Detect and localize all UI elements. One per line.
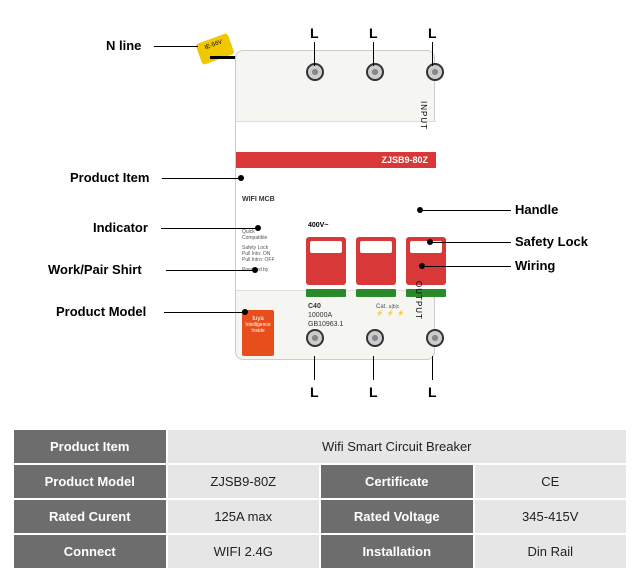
cell-hdr: Product Item xyxy=(13,429,167,464)
callout-handle: Handle xyxy=(515,202,558,217)
table-row: Product Model ZJSB9-80Z Certificate CE xyxy=(13,464,627,499)
spec-text: C40 10000A GB10963.1 xyxy=(308,302,343,329)
cell-hdr: Product Model xyxy=(13,464,167,499)
callout-product-model: Product Model xyxy=(56,304,146,319)
l-bot-2: L xyxy=(369,384,378,400)
diagram-area: IE-56V ZJSB9-80Z WIFI MCB Quick Compatib… xyxy=(0,0,640,420)
terminal-top-1 xyxy=(306,63,324,81)
terminal-bot-3 xyxy=(426,329,444,347)
green-indicators xyxy=(306,289,446,297)
left-module: WIFI MCB Quick Compatible Safety LockPul… xyxy=(242,196,302,356)
green-2 xyxy=(356,289,396,297)
model-strip: ZJSB9-80Z xyxy=(236,152,436,168)
table-row: Product Item Wifi Smart Circuit Breaker xyxy=(13,429,627,464)
switch-2 xyxy=(356,237,396,285)
l-bot-tick-1 xyxy=(314,356,315,380)
cell-hdr: Certificate xyxy=(320,464,474,499)
cell-val: ZJSB9-80Z xyxy=(167,464,321,499)
switch-1 xyxy=(306,237,346,285)
cell-val: WIFI 2.4G xyxy=(167,534,321,569)
cell-hdr: Connect xyxy=(13,534,167,569)
terminal-bot-2 xyxy=(366,329,384,347)
callout-work-pair: Work/Pair Shirt xyxy=(48,262,142,277)
cell-val: Wifi Smart Circuit Breaker xyxy=(167,429,628,464)
callout-wiring: Wiring xyxy=(515,258,555,273)
terminal-top-3 xyxy=(426,63,444,81)
callout-indicator: Indicator xyxy=(93,220,148,235)
tuya-badge: tuyaIntelligenceInside xyxy=(242,310,274,356)
input-label: INPUT xyxy=(419,101,428,130)
compatible-label: Compatible xyxy=(242,235,302,241)
green-3 xyxy=(406,289,446,297)
l-bot-tick-2 xyxy=(373,356,374,380)
cell-val: 345-415V xyxy=(474,499,628,534)
callout-safety-lock: Safety Lock xyxy=(515,234,588,249)
l-bot-tick-3 xyxy=(432,356,433,380)
l-top-2: L xyxy=(369,25,378,41)
top-terminals xyxy=(306,63,444,81)
l-top-tick-2 xyxy=(373,42,374,66)
cell-hdr: Installation xyxy=(320,534,474,569)
switch-handles xyxy=(306,237,446,285)
wifi-mcb-label: WIFI MCB xyxy=(242,196,302,203)
device-body: ZJSB9-80Z WIFI MCB Quick Compatible Safe… xyxy=(235,50,435,360)
terminal-top-2 xyxy=(366,63,384,81)
cell-hdr: Rated Curent xyxy=(13,499,167,534)
l-bot-3: L xyxy=(428,384,437,400)
callout-product-item: Product Item xyxy=(70,170,149,185)
l-top-3: L xyxy=(428,25,437,41)
green-1 xyxy=(306,289,346,297)
l-top-1: L xyxy=(310,25,319,41)
callout-n-line: N line xyxy=(106,38,141,53)
bottom-terminals xyxy=(306,329,444,347)
switch-3 xyxy=(406,237,446,285)
terminal-bot-1 xyxy=(306,329,324,347)
cell-val: Din Rail xyxy=(474,534,628,569)
l-top-tick-1 xyxy=(314,42,315,66)
table-row: Rated Curent 125A max Rated Voltage 345-… xyxy=(13,499,627,534)
category-marks: Cat. a|b|c⚡⚡⚡ xyxy=(376,304,407,317)
spec-table: Product Item Wifi Smart Circuit Breaker … xyxy=(12,428,628,570)
output-label: OUTPUT xyxy=(414,281,423,320)
device-face: ZJSB9-80Z WIFI MCB Quick Compatible Safe… xyxy=(236,121,436,291)
cell-val: CE xyxy=(474,464,628,499)
cell-hdr: Rated Voltage xyxy=(320,499,474,534)
l-bot-1: L xyxy=(310,384,319,400)
l-top-tick-3 xyxy=(432,42,433,66)
safety-lock-desc: Safety LockPull Into: ONPull Intro: OFF xyxy=(242,245,302,263)
table-row: Connect WIFI 2.4G Installation Din Rail xyxy=(13,534,627,569)
voltage-label: 400V~ xyxy=(308,222,328,229)
cell-val: 125A max xyxy=(167,499,321,534)
